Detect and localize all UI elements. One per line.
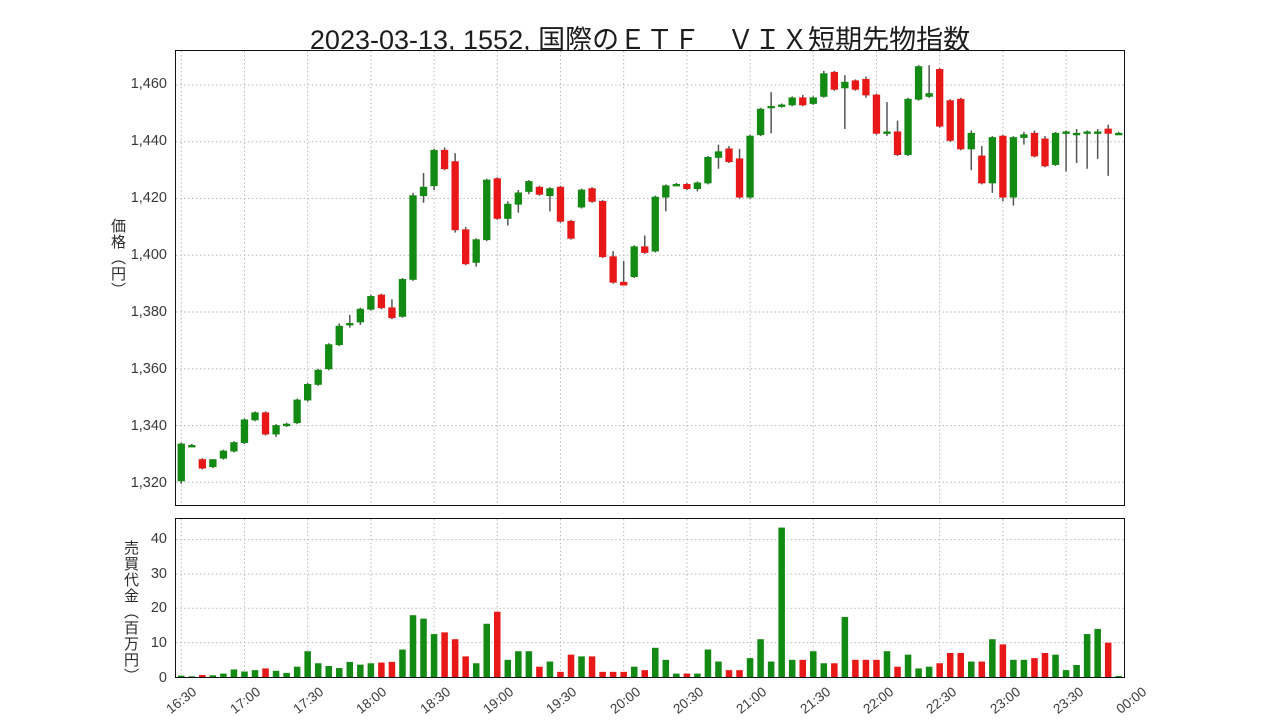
volume-y-tick-label: 0 xyxy=(158,670,167,686)
volume-y-tick-label: 20 xyxy=(150,600,167,617)
x-tick-label: 19:00 xyxy=(480,684,517,717)
price-y-tick-label: 1,440 xyxy=(130,133,167,150)
x-axis-ticks: 16:30 17:00 17:30 18:00 18:30 19:00 19:30 20:00… xyxy=(164,684,1150,720)
x-tick-label: 21:00 xyxy=(733,684,770,717)
price-y-tick-label: 1,320 xyxy=(130,475,167,492)
price-axis-title: 価格（円） xyxy=(109,218,126,298)
x-tick-label: 23:30 xyxy=(1050,684,1087,717)
price-y-tick-label: 1,460 xyxy=(130,76,167,93)
x-tick-label: 21:30 xyxy=(796,684,833,717)
price-y-tick-label: 1,360 xyxy=(130,361,167,378)
x-tick-label: 18:30 xyxy=(416,684,453,717)
x-tick-label: 20:00 xyxy=(606,684,643,717)
volume-y-axis-ticks: 0 10 20 30 40 xyxy=(95,518,167,686)
price-y-tick-label: 1,380 xyxy=(130,304,167,321)
x-tick-label: 22:00 xyxy=(860,684,897,717)
x-tick-label: 17:00 xyxy=(226,684,263,717)
price-chart-panel[interactable] xyxy=(175,50,1125,506)
x-tick-label: 16:30 xyxy=(163,684,200,717)
volume-y-tick-label: 40 xyxy=(150,530,167,547)
x-tick-label: 22:30 xyxy=(923,684,960,717)
volume-y-tick-label: 30 xyxy=(150,565,167,582)
price-y-tick-label: 1,340 xyxy=(130,418,167,435)
volume-chart-panel[interactable] xyxy=(175,518,1125,678)
x-tick-label: 19:30 xyxy=(543,684,580,717)
candlestick-series xyxy=(176,51,1124,505)
volume-y-tick-label: 10 xyxy=(150,635,167,652)
x-tick-label: 00:00 xyxy=(1113,684,1150,717)
price-y-tick-label: 1,420 xyxy=(130,190,167,207)
price-y-axis-ticks: 1,320 1,340 1,360 1,380 1,400 1,420 1,440 1,460 xyxy=(85,50,167,506)
x-tick-label: 17:30 xyxy=(290,684,327,717)
x-tick-label: 18:00 xyxy=(353,684,390,717)
volume-series xyxy=(176,519,1124,677)
price-y-tick-label: 1,400 xyxy=(130,247,167,264)
volume-axis-title: 売買代金（百万円） xyxy=(122,540,139,684)
x-tick-label: 23:00 xyxy=(986,684,1023,717)
x-tick-label: 20:30 xyxy=(670,684,707,717)
